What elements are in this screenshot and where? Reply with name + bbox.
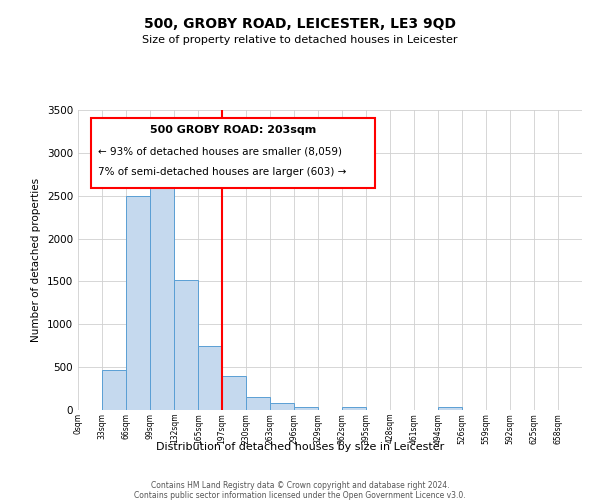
FancyBboxPatch shape (91, 118, 376, 188)
Bar (342, 406, 366, 410)
Bar (174, 280, 199, 410)
Text: Distribution of detached houses by size in Leicester: Distribution of detached houses by size … (156, 442, 444, 452)
Bar (199, 346, 221, 410)
Bar (150, 170, 174, 410)
Bar (102, 370, 126, 410)
Y-axis label: Number of detached properties: Number of detached properties (31, 178, 41, 342)
Text: Size of property relative to detached houses in Leicester: Size of property relative to detached ho… (142, 35, 458, 45)
Bar (126, 196, 150, 410)
Bar (246, 397, 270, 410)
Bar (439, 406, 461, 410)
Bar (221, 376, 246, 410)
Text: ← 93% of detached houses are smaller (8,059): ← 93% of detached houses are smaller (8,… (98, 146, 342, 156)
Text: 7% of semi-detached houses are larger (603) →: 7% of semi-detached houses are larger (6… (98, 167, 347, 177)
Text: Contains HM Land Registry data © Crown copyright and database right 2024.: Contains HM Land Registry data © Crown c… (151, 481, 449, 490)
Text: 500, GROBY ROAD, LEICESTER, LE3 9QD: 500, GROBY ROAD, LEICESTER, LE3 9QD (144, 18, 456, 32)
Text: Contains public sector information licensed under the Open Government Licence v3: Contains public sector information licen… (134, 491, 466, 500)
Bar (294, 406, 318, 410)
Bar (270, 403, 294, 410)
Text: 500 GROBY ROAD: 203sqm: 500 GROBY ROAD: 203sqm (150, 125, 316, 135)
